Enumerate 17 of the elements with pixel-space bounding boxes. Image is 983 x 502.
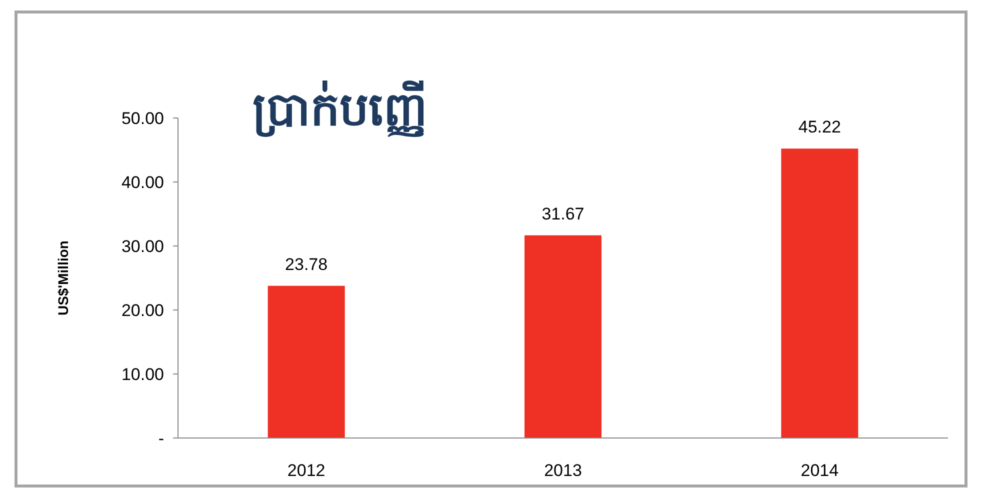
y-tick-label: 10.00: [121, 365, 164, 384]
y-tick-label: 30.00: [121, 237, 164, 256]
y-axis-title: US$'Million: [55, 240, 71, 316]
x-tick-label: 2013: [544, 461, 582, 480]
y-tick-label: 50.00: [121, 109, 164, 128]
chart-title: ប្រាក់បញ្ញើ: [252, 80, 428, 138]
y-tick-label: 20.00: [121, 301, 164, 320]
bar: [524, 235, 602, 438]
x-tick-label: 2014: [800, 461, 839, 480]
y-tick-label: -: [158, 429, 164, 448]
data-label: 31.67: [542, 204, 584, 224]
bar: [781, 148, 858, 438]
bar: [268, 286, 345, 438]
data-label: 45.22: [798, 118, 841, 137]
y-tick-label: 40.00: [121, 173, 164, 192]
data-label: 23.78: [285, 254, 328, 274]
x-tick-label: 2012: [287, 461, 326, 480]
